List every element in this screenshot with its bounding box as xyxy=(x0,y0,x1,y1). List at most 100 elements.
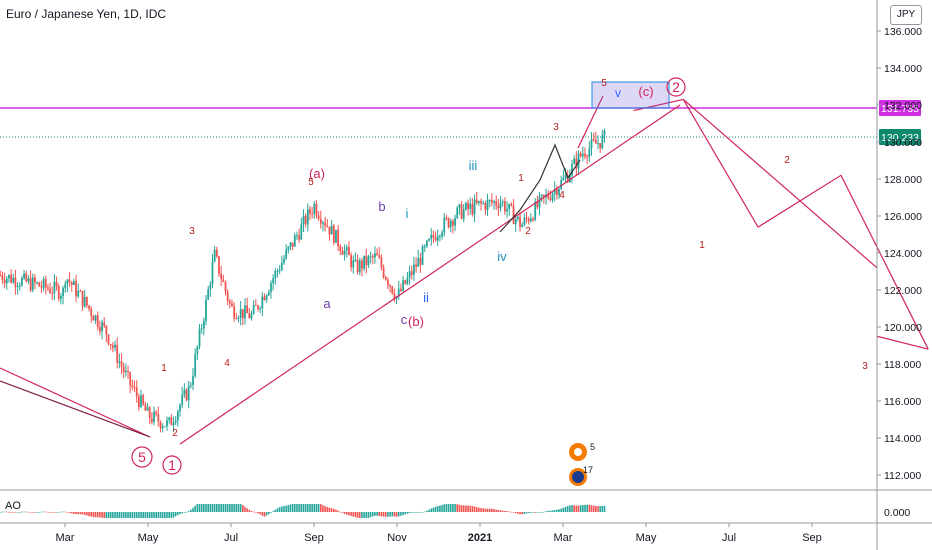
candle-body xyxy=(393,293,396,300)
ao-bar xyxy=(597,506,599,512)
ao-bar xyxy=(413,512,415,513)
ao-bar xyxy=(51,512,54,513)
candle-body xyxy=(166,420,168,427)
ao-bar xyxy=(235,504,238,512)
ao-bar xyxy=(493,509,495,512)
candle-body xyxy=(402,280,404,291)
ao-bar xyxy=(488,508,491,512)
candle-body xyxy=(200,328,203,330)
ao-bar xyxy=(14,512,17,513)
candle-body xyxy=(101,322,103,332)
candle-body xyxy=(532,218,534,220)
candle-body xyxy=(415,264,417,267)
x-tick-label: Jul xyxy=(224,532,238,544)
candle-body xyxy=(447,218,450,228)
ao-bar xyxy=(582,505,584,512)
candle-body xyxy=(153,411,155,422)
candle-body xyxy=(378,255,381,258)
ao-bar xyxy=(499,510,502,512)
ao-bar xyxy=(404,512,407,515)
candle-body xyxy=(25,273,28,282)
candle-body xyxy=(192,375,194,385)
candle-body xyxy=(493,201,495,203)
candle-body xyxy=(222,279,225,282)
ao-bar xyxy=(86,512,88,516)
ao-bar xyxy=(348,512,350,516)
candle-body xyxy=(588,148,591,158)
ao-bar xyxy=(536,512,539,513)
ao-bar xyxy=(144,512,147,518)
ao-bar xyxy=(514,512,517,514)
candle-body xyxy=(265,295,268,301)
ao-bar xyxy=(300,504,303,512)
candle-body xyxy=(246,305,249,314)
ao-bar xyxy=(207,504,209,512)
candle-body xyxy=(148,407,151,419)
ao-bar xyxy=(10,512,12,513)
candle-body xyxy=(469,204,472,209)
candle-body xyxy=(490,199,493,203)
candle-body xyxy=(10,274,12,283)
currency-button[interactable]: JPY xyxy=(890,5,922,25)
ao-bar xyxy=(376,512,378,516)
ao-bar xyxy=(549,510,552,512)
candle-body xyxy=(34,277,36,283)
ao-bar xyxy=(471,506,474,512)
ao-bar xyxy=(183,512,186,513)
candle-body xyxy=(129,372,132,386)
current-price-text: 130.233 xyxy=(881,132,919,144)
wave-label: 5 xyxy=(308,177,314,188)
ao-bar xyxy=(259,512,261,515)
ao-bar xyxy=(384,512,387,517)
candle-body xyxy=(538,196,541,208)
candle-body xyxy=(449,220,452,228)
ao-bar xyxy=(521,512,524,515)
ao-bar xyxy=(417,512,420,513)
ao-bar xyxy=(337,510,339,512)
ao-bar xyxy=(211,504,214,512)
candle-body xyxy=(118,361,121,363)
ao-bar xyxy=(187,511,190,512)
candle-body xyxy=(21,278,23,286)
ao-bar xyxy=(350,512,352,516)
candle-body xyxy=(421,246,424,265)
projection-tail xyxy=(876,335,929,350)
target-zone-box xyxy=(591,81,670,109)
candle-body xyxy=(369,256,372,258)
candle-body xyxy=(278,270,281,272)
candle-body xyxy=(127,370,129,373)
ao-bar xyxy=(21,511,23,513)
ao-bar xyxy=(153,512,155,518)
candle-body xyxy=(261,296,264,309)
wave-label: 2 xyxy=(525,226,531,237)
candle-body xyxy=(272,278,275,284)
candle-body xyxy=(462,209,465,219)
ao-bar xyxy=(332,508,335,512)
candle-body xyxy=(330,225,333,235)
candle-body xyxy=(291,242,294,247)
candle-body xyxy=(434,237,437,241)
candle-body xyxy=(72,280,75,286)
ao-bar xyxy=(252,511,255,513)
ao-bar xyxy=(378,512,381,517)
candle-body xyxy=(387,279,389,286)
ao-indicator-label[interactable]: AO xyxy=(5,500,21,512)
candle-body xyxy=(464,202,467,210)
ao-bar xyxy=(203,504,205,512)
ao-bar xyxy=(475,507,478,512)
ao-bar xyxy=(584,504,586,512)
candle-body xyxy=(319,218,322,224)
x-tick-label: Mar xyxy=(56,532,75,544)
ao-bar xyxy=(293,504,296,512)
ao-bar xyxy=(92,512,95,518)
ao-bar xyxy=(408,512,411,514)
y-tick-label: 132.000 xyxy=(884,100,922,112)
candle-body xyxy=(560,180,563,189)
ao-bar xyxy=(107,512,110,518)
circled-wave-marker xyxy=(666,77,686,97)
candle-body xyxy=(0,275,2,277)
ao-bar xyxy=(569,505,571,512)
ao-bar xyxy=(53,512,56,513)
candle-body xyxy=(36,282,38,284)
